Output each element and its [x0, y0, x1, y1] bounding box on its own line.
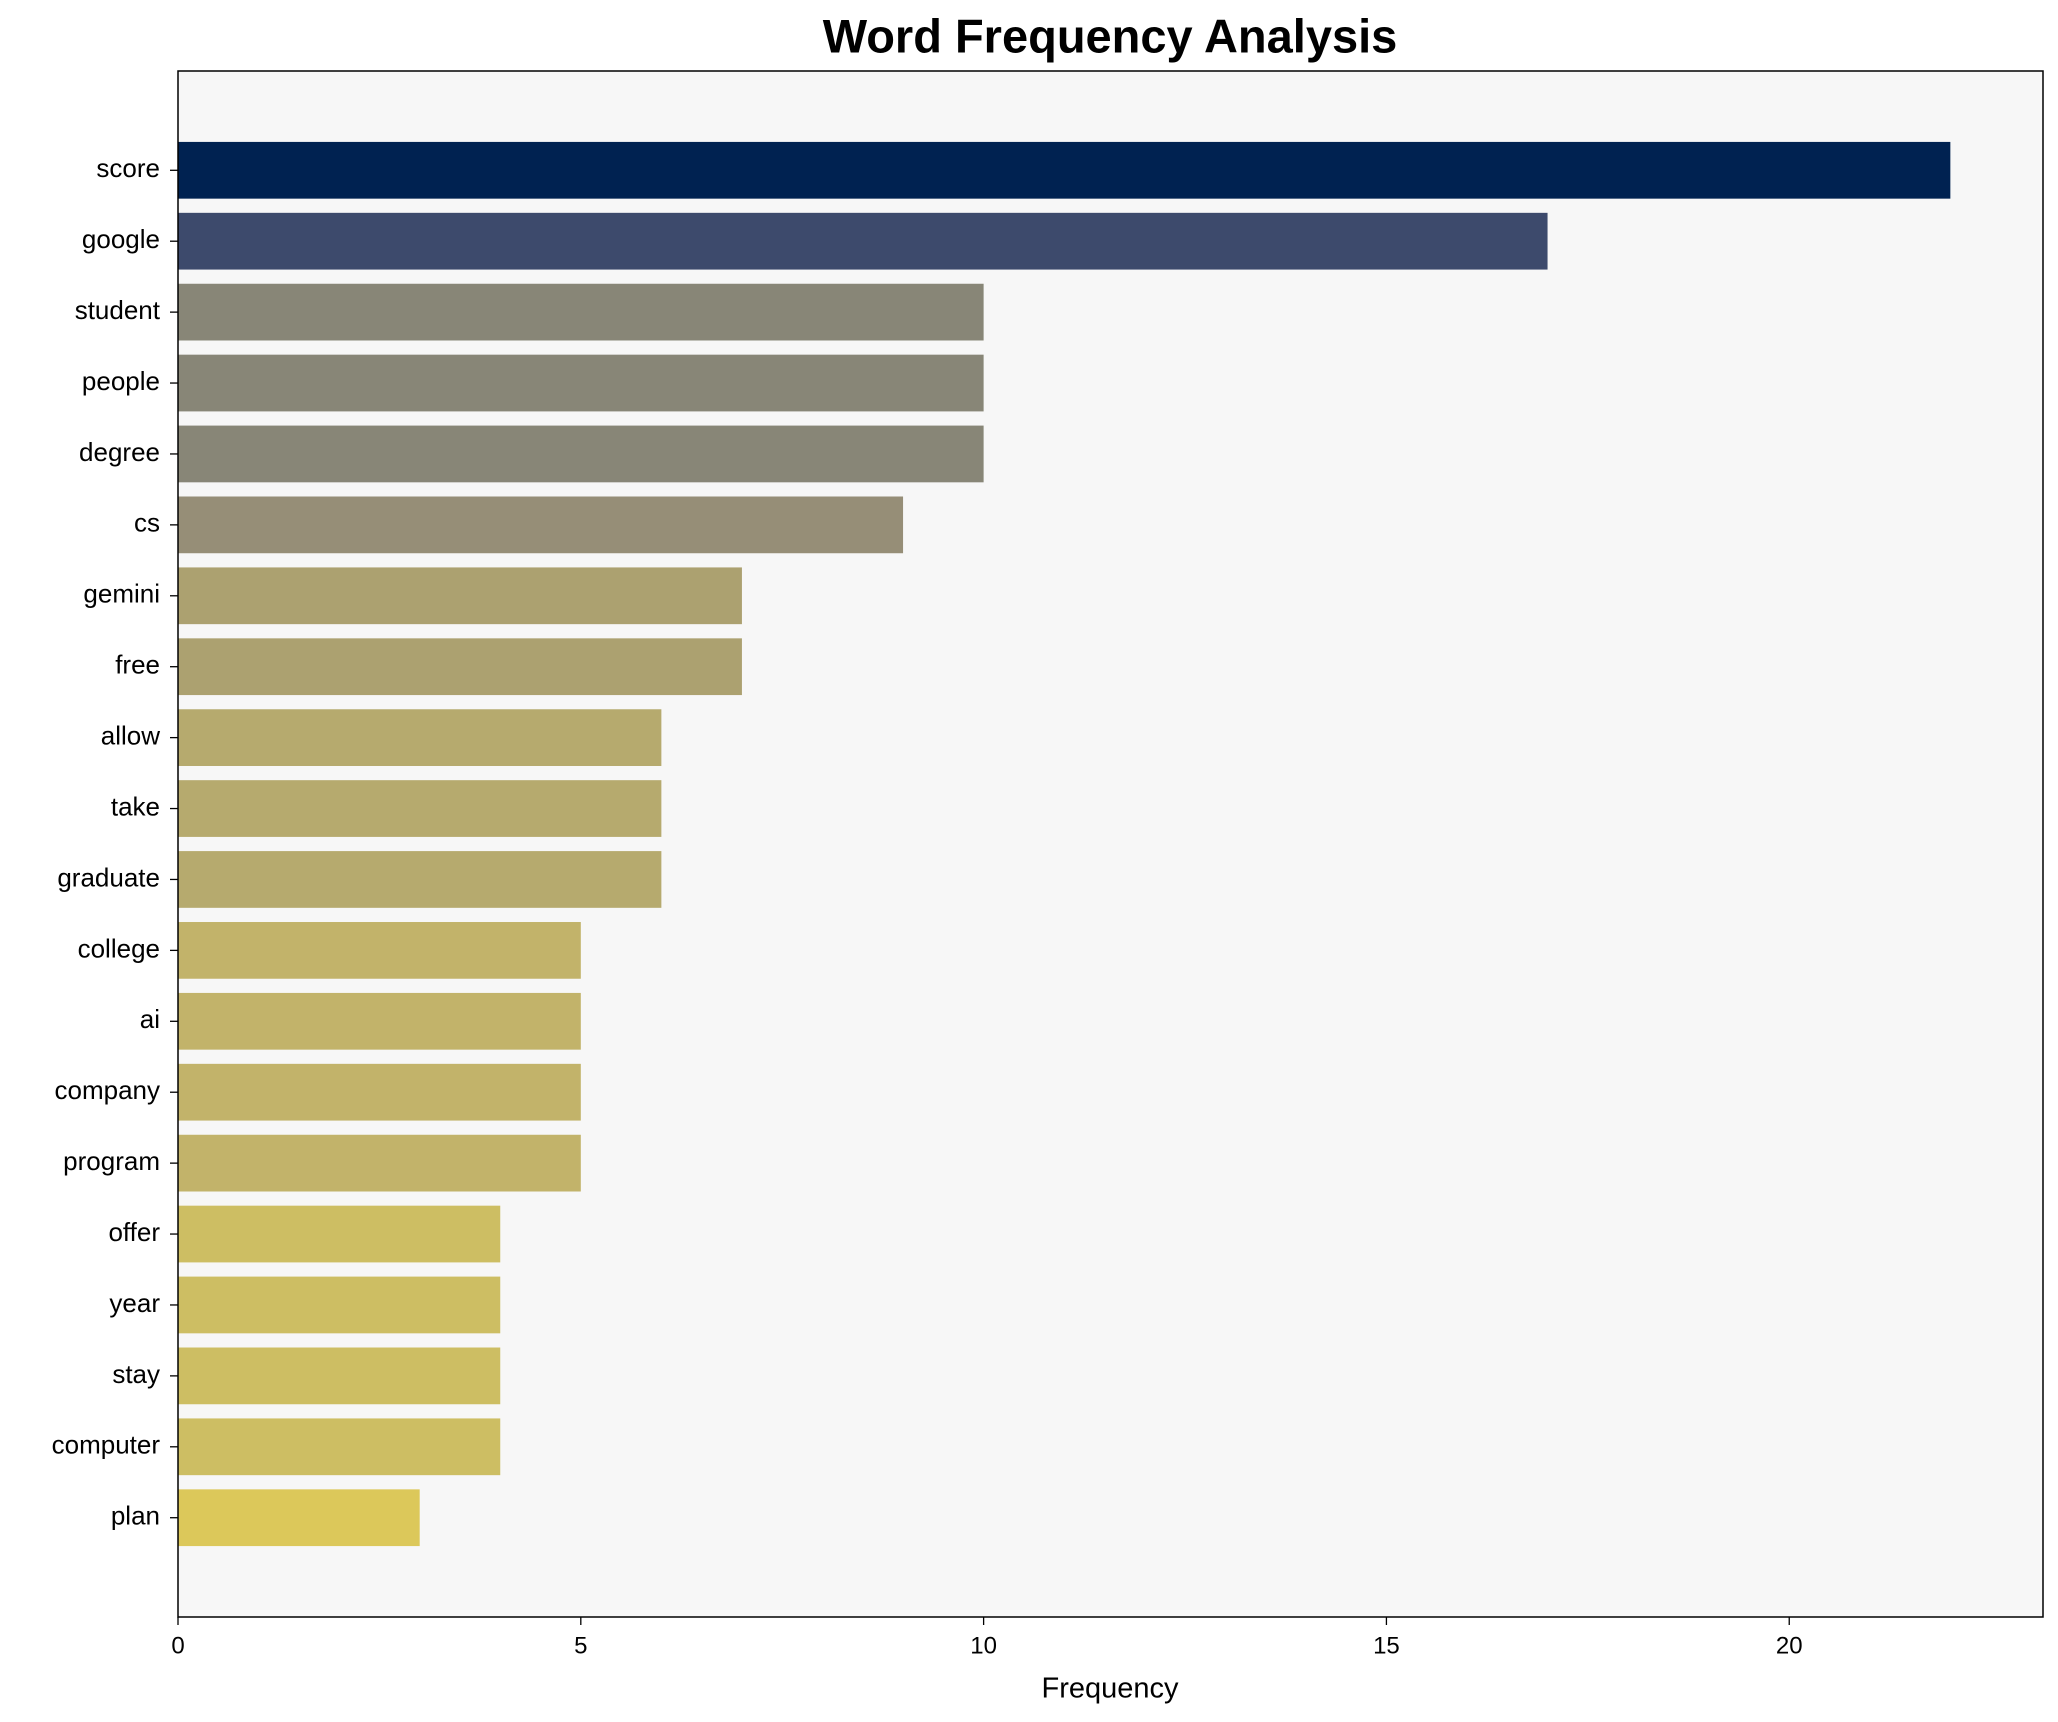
y-tick-label: cs — [134, 508, 160, 538]
bar — [178, 1276, 501, 1334]
x-tick-label: 10 — [970, 1632, 997, 1659]
bar — [178, 567, 742, 625]
y-tick-label: program — [63, 1146, 160, 1176]
x-tick-label: 20 — [1776, 1632, 1803, 1659]
x-axis-label: Frequency — [1041, 1673, 1179, 1705]
y-tick-label: ai — [140, 1004, 160, 1034]
bar — [178, 1205, 501, 1263]
bar — [178, 638, 742, 696]
bar — [178, 780, 662, 837]
bar — [178, 425, 984, 483]
chart-title: Word Frequency Analysis — [823, 9, 1398, 62]
plot-frame — [177, 70, 2044, 1618]
bar — [178, 922, 581, 979]
y-tick-label: people — [82, 366, 160, 396]
bar — [178, 851, 662, 908]
x-tick-label: 5 — [574, 1632, 587, 1659]
bar — [178, 1134, 581, 1192]
x-tick-label: 15 — [1373, 1632, 1400, 1659]
bar — [178, 212, 1548, 270]
bar — [178, 141, 1951, 199]
bar — [178, 1347, 501, 1405]
y-tick-label: graduate — [57, 862, 160, 892]
y-tick-label: degree — [79, 437, 160, 467]
y-tick-label: college — [78, 933, 160, 963]
bar — [178, 496, 904, 554]
y-tick-label: offer — [108, 1217, 160, 1247]
bar — [178, 1489, 420, 1547]
y-tick-label: computer — [52, 1430, 161, 1460]
bar — [178, 709, 662, 766]
bar — [178, 992, 581, 1050]
bar — [178, 1063, 581, 1121]
bar — [178, 354, 984, 412]
bar — [178, 1418, 501, 1476]
y-tick-label: plan — [111, 1501, 160, 1531]
y-tick-label: gemini — [83, 579, 160, 609]
bar — [178, 283, 984, 341]
y-tick-label: stay — [112, 1359, 160, 1389]
y-tick-label: student — [75, 295, 161, 325]
y-tick-label: year — [109, 1288, 160, 1318]
y-tick-label: score — [96, 153, 160, 183]
y-tick-label: company — [55, 1075, 161, 1105]
x-tick-label: 0 — [171, 1632, 184, 1659]
y-tick-label: free — [115, 650, 160, 680]
y-tick-label: allow — [101, 720, 160, 750]
y-tick-label: google — [82, 224, 160, 254]
y-tick-label: take — [111, 791, 160, 821]
